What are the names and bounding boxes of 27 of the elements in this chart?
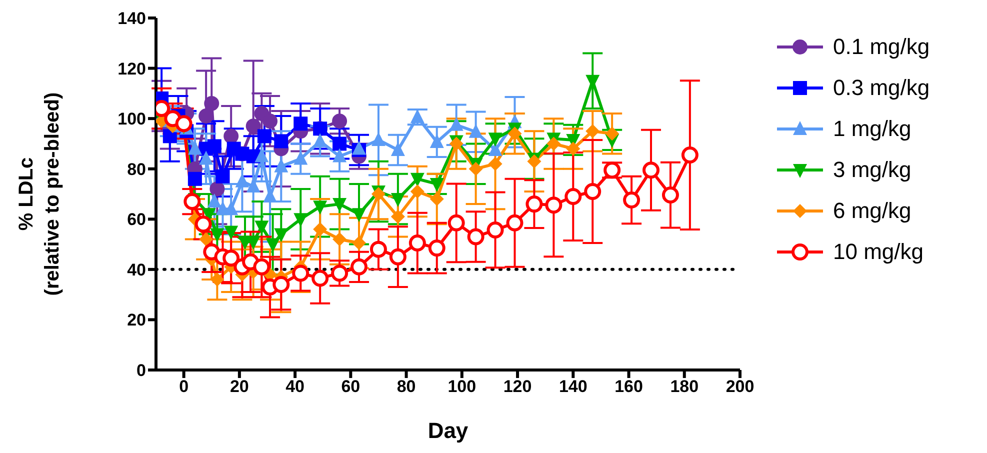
legend-label: 10 mg/kg [833,238,924,264]
x-tick-label: 0 [179,377,189,396]
x-tick-label: 160 [614,377,643,396]
x-tick-label: 40 [286,377,305,396]
legend-label: 6 mg/kg [833,198,912,224]
x-tick-label: 200 [726,377,754,396]
x-tick-label: 120 [503,377,532,396]
legend-label: 1 mg/kg [833,116,912,142]
y-axis-title: % LDLc (relative to pre-bleed) [15,92,65,296]
y-tick-label: 80 [127,160,146,179]
y-tick-label: 120 [118,59,146,78]
legend-label: 3 mg/kg [833,156,912,182]
x-tick-label: 100 [448,377,476,396]
x-tick-label: 140 [558,377,588,396]
y-tick-label: 60 [127,210,146,230]
y-tick-label: 20 [127,310,146,330]
legend-label: 0.1 mg/kg [833,34,930,60]
y-tick-label: 0 [136,361,146,380]
x-tick-label: 60 [341,377,360,396]
x-tick-label: 80 [396,377,416,396]
y-tick-label: 100 [118,110,146,129]
legend-label: 0.3 mg/kg [833,74,930,100]
y-tick-label: 40 [127,260,146,280]
x-axis-title: Day [426,418,470,444]
x-tick-label: 20 [230,377,249,396]
y-tick-label: 140 [118,9,146,28]
x-tick-label: 180 [670,377,699,396]
